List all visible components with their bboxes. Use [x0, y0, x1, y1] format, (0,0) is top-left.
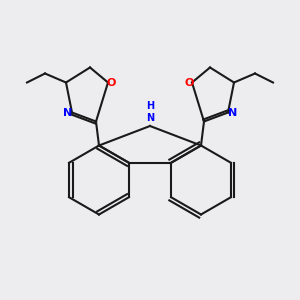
Text: N: N — [63, 107, 72, 118]
Text: N: N — [228, 107, 237, 118]
Text: H
N: H N — [146, 101, 154, 123]
Text: O: O — [106, 77, 116, 88]
Text: O: O — [184, 77, 194, 88]
